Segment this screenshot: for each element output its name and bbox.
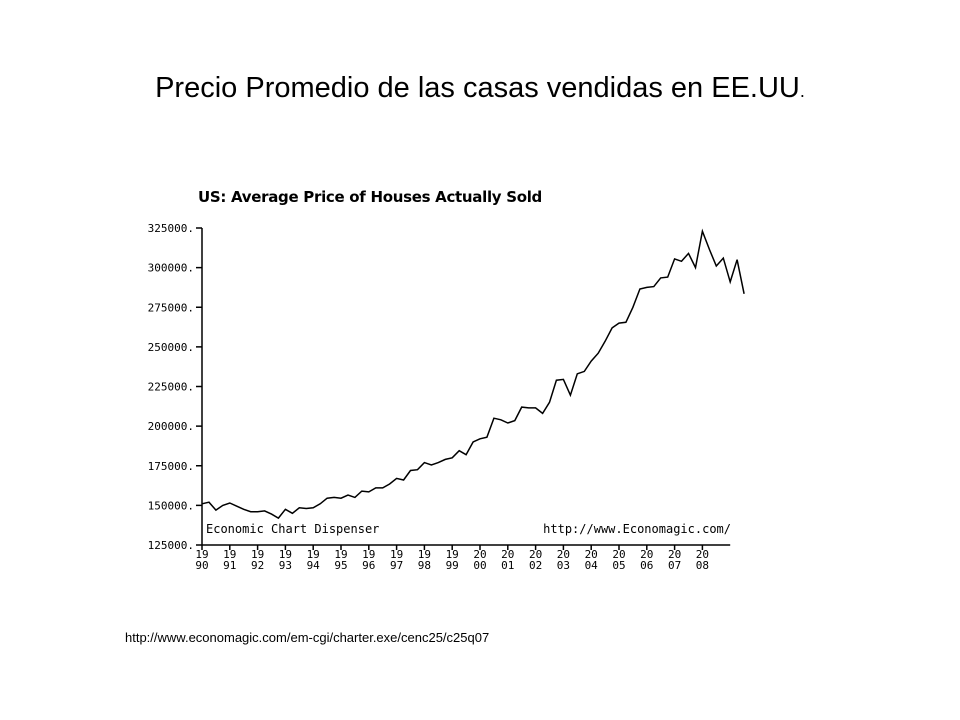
y-tick-label: 300000. [148, 262, 194, 275]
x-tick-label-century: 19 [334, 548, 347, 561]
x-tick-label-century: 20 [640, 548, 653, 561]
y-tick-label: 275000. [148, 301, 194, 314]
x-tick-label-century: 19 [195, 548, 208, 561]
chart-title: US: Average Price of Houses Actually Sol… [198, 188, 542, 206]
x-tick-label-century: 20 [585, 548, 598, 561]
y-tick-label: 150000. [148, 499, 194, 512]
x-tick-label-year: 95 [334, 559, 347, 572]
x-tick-label-year: 03 [557, 559, 570, 572]
x-tick-label-century: 20 [696, 548, 709, 561]
y-axis: 325000. 300000. 275000. 250000. 225000. 20000… [148, 222, 203, 552]
series-line-average-price [201, 228, 745, 520]
x-tick-label-century: 20 [529, 548, 542, 561]
x-tick-label-century: 19 [362, 548, 375, 561]
x-tick-label-year: 06 [640, 559, 653, 572]
x-tick-label-century: 19 [307, 548, 320, 561]
x-tick-label-century: 20 [612, 548, 625, 561]
x-tick-label-year: 91 [223, 559, 236, 572]
y-tick-label: 325000. [148, 222, 194, 235]
x-tick-label-century: 19 [390, 548, 403, 561]
x-tick-label-year: 90 [195, 559, 208, 572]
x-tick-label-year: 04 [585, 559, 599, 572]
x-tick-label-year: 02 [529, 559, 542, 572]
price-chart: 325000.300000.275000.250000.225000.20000… [148, 222, 745, 572]
y-tick-label: 175000. [148, 460, 194, 473]
y-tick-label: 250000. [148, 341, 194, 354]
x-tick-label-century: 19 [279, 548, 292, 561]
x-tick-label-year: 07 [668, 559, 681, 572]
x-tick-label-year: 99 [446, 559, 459, 572]
y-tick-label: 225000. [148, 381, 194, 394]
annotation-right: http://www.Economagic.com/ [543, 522, 731, 536]
x-tick-label-year: 92 [251, 559, 264, 572]
x-tick-label-century: 19 [251, 548, 264, 561]
x-tick-label-century: 20 [501, 548, 514, 561]
x-tick-label-year: 01 [501, 559, 514, 572]
slide-title: Precio Promedio de las casas vendidas en… [0, 72, 960, 105]
x-tick-label-century: 19 [223, 548, 236, 561]
x-tick-label-century: 20 [668, 548, 681, 561]
slide-title-text: Precio Promedio de las casas vendidas en… [155, 72, 800, 104]
source-url: http://www.economagic.com/em-cgi/charter… [125, 630, 490, 645]
x-tick-label-year: 97 [390, 559, 403, 572]
x-tick-label-year: 08 [696, 559, 709, 572]
x-tick-label-century: 19 [446, 548, 459, 561]
x-tick-label-year: 93 [279, 559, 292, 572]
x-tick-label-year: 00 [473, 559, 486, 572]
annotation-left: Economic Chart Dispenser [206, 522, 379, 536]
y-tick-label: 200000. [148, 420, 194, 433]
x-tick-label-century: 19 [418, 548, 431, 561]
x-tick-label-year: 98 [418, 559, 431, 572]
x-tick-label-century: 20 [473, 548, 486, 561]
y-tick-label: 125000. [148, 539, 194, 552]
x-tick-label-year: 96 [362, 559, 375, 572]
x-tick-label-century: 20 [557, 548, 570, 561]
x-tick-label-year: 94 [307, 559, 321, 572]
x-tick-label-year: 05 [612, 559, 625, 572]
x-axis: 1990199119921993199419951996199719981999… [195, 544, 731, 572]
slide-title-dot: . [799, 81, 805, 101]
